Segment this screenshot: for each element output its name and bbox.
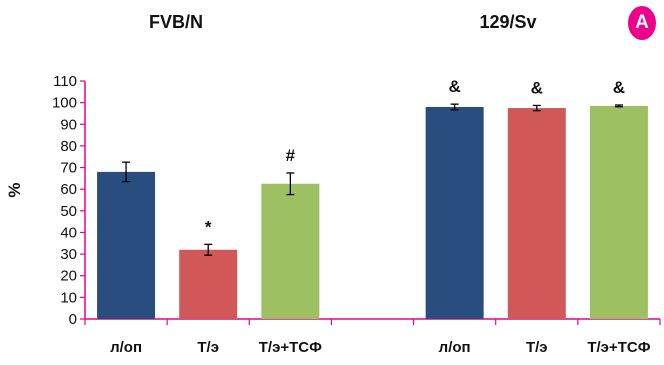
y-tick-label: 110 [53,73,77,90]
significance-marker: # [286,146,296,165]
y-tick-label: 100 [52,95,77,112]
y-tick-label: 80 [60,138,77,155]
y-axis-label: % [5,182,24,197]
significance-marker: & [449,77,461,96]
y-tick-label: 60 [60,181,77,198]
group-title-129sv: 129/Sv [479,12,537,32]
y-tick-label: 10 [60,289,77,306]
significance-marker: & [613,78,625,97]
y-tick-label: 0 [69,311,77,328]
bar [425,106,484,319]
x-category-label: Т/э+ТСФ [587,339,650,356]
y-tick-label: 70 [60,160,77,177]
panel-label-badge: A [628,6,656,40]
x-category-label: л/оп [439,339,471,356]
significance-marker: & [531,78,543,97]
y-tick-label: 40 [60,224,77,241]
bar [179,249,238,319]
group-title-fvb: FVB/N [149,12,203,32]
significance-marker: * [205,217,212,236]
y-tick-label: 30 [60,246,77,263]
x-category-label: л/оп [110,339,142,356]
x-category-label: Т/э [526,339,548,356]
x-category-label: Т/э+ТСФ [259,339,322,356]
y-tick-label: 50 [60,203,77,220]
bar [589,105,648,319]
x-category-label: Т/э [197,339,219,356]
bar [507,108,566,319]
y-tick-label: 20 [60,268,77,285]
y-tick-label: 90 [60,116,77,133]
bar [261,183,320,319]
bar [97,171,156,319]
